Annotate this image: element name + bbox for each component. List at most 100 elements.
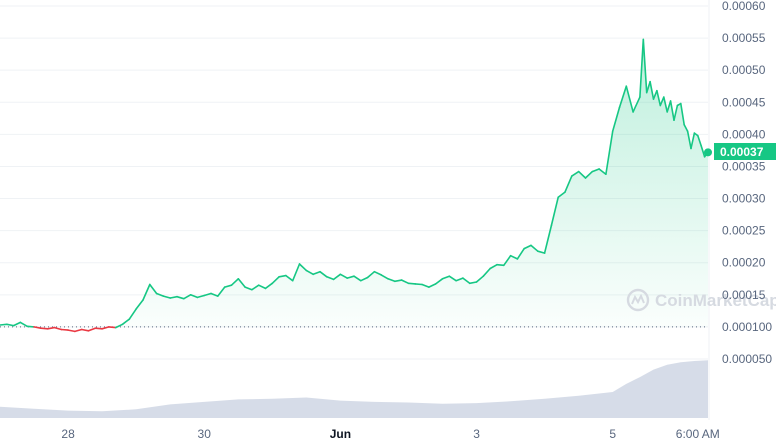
x-tick-label: 28 bbox=[61, 427, 75, 441]
y-axis: 0.00060 0.00055 0.00050 0.00045 0.00040 0.000… bbox=[722, 0, 772, 366]
y-tick-label: 0.00035 bbox=[722, 159, 766, 173]
price-segment bbox=[564, 175, 573, 193]
x-tick-label: 3 bbox=[473, 427, 480, 441]
y-tick-label: 0.00060 bbox=[722, 0, 766, 13]
price-segment bbox=[373, 270, 383, 276]
price-segment bbox=[346, 275, 355, 279]
price-segment bbox=[60, 328, 69, 331]
price-segment bbox=[496, 263, 505, 267]
price-segment bbox=[666, 100, 672, 113]
price-segment bbox=[407, 282, 417, 285]
price-segment bbox=[441, 275, 451, 280]
price-segment bbox=[271, 275, 280, 285]
price-segment bbox=[690, 132, 696, 150]
current-price-tag: 0.00037 bbox=[714, 143, 776, 160]
price-segment bbox=[149, 283, 158, 295]
price-segment bbox=[210, 292, 219, 297]
price-segment bbox=[475, 275, 485, 283]
price-segment bbox=[155, 292, 165, 297]
y-tick-label: 0.00055 bbox=[722, 31, 766, 45]
price-segment bbox=[108, 326, 117, 329]
price-segment bbox=[543, 224, 553, 254]
y-tick-label: 0.00030 bbox=[722, 192, 766, 206]
price-segment bbox=[12, 321, 22, 327]
price-segment bbox=[434, 277, 444, 285]
price-segment bbox=[237, 277, 246, 288]
price-segment bbox=[509, 254, 519, 260]
price-segment bbox=[659, 96, 665, 107]
price-segment bbox=[94, 327, 103, 330]
volume-area bbox=[0, 360, 708, 418]
price-segment bbox=[577, 170, 587, 179]
price-segment bbox=[291, 263, 301, 282]
volume-shape bbox=[0, 360, 708, 418]
price-segment bbox=[251, 284, 260, 291]
price-segment bbox=[101, 326, 110, 330]
x-tick-label: 5 bbox=[609, 427, 616, 441]
price-segment bbox=[319, 270, 328, 278]
y-tick-label: 0.00025 bbox=[722, 224, 766, 238]
price-segment bbox=[455, 277, 464, 282]
y-tick-label: 0.000100 bbox=[722, 320, 772, 334]
price-segment bbox=[244, 286, 253, 291]
price-segment bbox=[230, 277, 240, 287]
price-segment bbox=[183, 293, 192, 300]
price-segment bbox=[53, 326, 63, 331]
price-segment bbox=[339, 273, 349, 279]
price-segment bbox=[74, 328, 83, 333]
price-segment bbox=[625, 85, 634, 113]
y-tick-label: 0.000050 bbox=[722, 352, 772, 366]
price-segment bbox=[649, 80, 655, 100]
price-segment bbox=[189, 293, 199, 299]
price-segment bbox=[121, 318, 131, 326]
price-segment bbox=[570, 170, 580, 177]
price-segment bbox=[87, 327, 97, 332]
price-segment bbox=[550, 196, 560, 227]
price-segment bbox=[135, 299, 144, 310]
y-tick-label: 0.00015 bbox=[722, 288, 766, 302]
price-segment bbox=[605, 130, 614, 175]
watermark-text: CoinMarketCap bbox=[655, 291, 776, 310]
coinmarketcap-logo-icon bbox=[626, 288, 650, 312]
price-segment bbox=[26, 325, 35, 328]
x-tick-label: Jun bbox=[330, 427, 351, 441]
price-segment bbox=[645, 80, 651, 94]
price-segment bbox=[632, 96, 641, 113]
price-segment bbox=[700, 145, 706, 158]
price-segment bbox=[662, 96, 669, 113]
price-segment bbox=[618, 85, 628, 109]
current-price-dot bbox=[704, 148, 712, 157]
price-segment bbox=[639, 38, 645, 98]
price-segment bbox=[683, 123, 689, 132]
price-segment bbox=[114, 323, 124, 329]
price-segment bbox=[696, 134, 703, 147]
y-tick-label: 0.00045 bbox=[722, 95, 766, 109]
price-segment bbox=[162, 295, 171, 299]
price-segment bbox=[359, 276, 369, 282]
price-segment bbox=[257, 284, 267, 290]
price-segment bbox=[414, 283, 423, 286]
price-segment bbox=[598, 168, 607, 175]
price-segment bbox=[312, 270, 321, 276]
price-area-fill bbox=[0, 39, 708, 327]
price-segment bbox=[468, 281, 478, 285]
price-segment bbox=[298, 263, 308, 272]
price-tag-label: 0.00037 bbox=[720, 145, 764, 159]
price-segment bbox=[673, 104, 679, 121]
y-tick-label: 0.00040 bbox=[722, 127, 766, 141]
x-tick-label: 30 bbox=[198, 427, 212, 441]
price-segment bbox=[217, 286, 226, 297]
price-segment bbox=[502, 254, 512, 267]
price-segment bbox=[489, 263, 498, 270]
price-segment bbox=[80, 328, 90, 332]
price-segment bbox=[669, 100, 675, 121]
price-segment bbox=[462, 277, 471, 285]
price-area bbox=[0, 39, 708, 327]
price-segment bbox=[285, 274, 294, 282]
price-segment bbox=[611, 106, 621, 132]
price-segment bbox=[448, 275, 457, 282]
price-segment bbox=[19, 321, 29, 328]
y-tick-label: 0.00050 bbox=[722, 63, 766, 77]
price-segment bbox=[169, 295, 178, 299]
